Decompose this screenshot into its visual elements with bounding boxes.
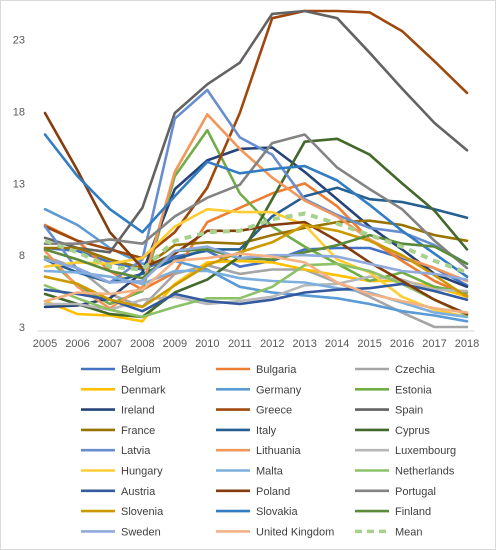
legend-item-belgium: Belgium [81, 364, 161, 376]
legend-item-slovakia: Slovakia [216, 506, 298, 518]
x-tick-label: 2013 [292, 338, 316, 350]
series-line-united-kingdom [43, 252, 469, 314]
series-line-poland [43, 111, 469, 316]
legend-item-united-kingdom: United Kingdom [216, 526, 334, 538]
legend-item-slovenia: Slovenia [81, 506, 164, 518]
legend-label: Czechia [395, 364, 436, 376]
series-line-slovenia [43, 223, 469, 309]
y-tick-label: 23 [13, 35, 25, 47]
series-line-netherlands [43, 262, 469, 319]
legend-label: Latvia [121, 445, 151, 457]
series-line-spain [43, 9, 469, 254]
legend-label: Malta [256, 466, 284, 478]
series-line-greece [43, 9, 469, 260]
legend-item-spain: Spain [355, 405, 423, 417]
legend-item-malta: Malta [216, 466, 284, 478]
x-tick-label: 2015 [357, 338, 381, 350]
y-tick-label: 18 [13, 107, 25, 119]
legend-item-ireland: Ireland [81, 405, 155, 417]
x-tick-label: 2010 [195, 338, 219, 350]
legend-label: Slovenia [121, 506, 164, 518]
legend-item-hungary: Hungary [81, 466, 163, 478]
legend-item-latvia: Latvia [81, 445, 151, 457]
series-line-estonia [43, 128, 469, 306]
legend-label: Germany [256, 384, 302, 396]
legend-item-bulgaria: Bulgaria [216, 364, 297, 376]
legend-item-france: France [81, 425, 155, 437]
legend-item-greece: Greece [216, 405, 292, 417]
y-tick-label: 3 [19, 322, 25, 334]
series-line-sweden [43, 245, 469, 284]
legend-label: Mean [395, 526, 423, 538]
series-line-hungary [43, 207, 469, 319]
legend-item-germany: Germany [216, 384, 302, 396]
x-tick-label: 2017 [422, 338, 446, 350]
x-tick-label: 2009 [163, 338, 187, 350]
legend-label: Poland [256, 486, 290, 498]
legend-item-estonia: Estonia [355, 384, 433, 396]
legend-label: Sweden [121, 526, 161, 538]
x-tick-label: 2008 [130, 338, 154, 350]
legend-label: Luxembourg [395, 445, 456, 457]
plot-area [43, 9, 469, 329]
legend-label: Cyprus [395, 425, 430, 437]
legend-label: Lithuania [256, 445, 302, 457]
legend-label: United Kingdom [256, 526, 334, 538]
x-tick-label: 2011 [228, 338, 252, 350]
series-line-france [43, 219, 469, 270]
legend-label: Finland [395, 506, 431, 518]
series-line-slovakia [43, 133, 469, 279]
x-tick-label: 2016 [390, 338, 414, 350]
legend-label: Estonia [395, 384, 433, 396]
legend-label: Denmark [121, 384, 166, 396]
legend-item-luxembourg: Luxembourg [355, 445, 456, 457]
legend-item-poland: Poland [216, 486, 290, 498]
legend-label: Netherlands [395, 466, 455, 478]
x-tick-label: 2018 [455, 338, 479, 350]
legend-item-cyprus: Cyprus [355, 425, 430, 437]
x-tick-label: 2006 [65, 338, 89, 350]
legend-label: Ireland [121, 405, 155, 417]
x-tick-label: 2012 [260, 338, 284, 350]
legend-label: Greece [256, 405, 292, 417]
legend-item-netherlands: Netherlands [355, 466, 455, 478]
legend-label: Austria [121, 486, 156, 498]
legend-label: France [121, 425, 155, 437]
legend-label: Bulgaria [256, 364, 297, 376]
y-axis: 3 8 13 18 23 [13, 35, 25, 334]
legend-item-finland: Finland [355, 506, 431, 518]
series-line-finland [43, 233, 469, 280]
legend-item-czechia: Czechia [355, 364, 436, 376]
legend: Belgium Bulgaria Czechia Denmark Germany Esto… [81, 364, 456, 538]
legend-label: Slovakia [256, 506, 298, 518]
legend-label: Portugal [395, 486, 436, 498]
legend-item-portugal: Portugal [355, 486, 436, 498]
legend-label: Hungary [121, 466, 163, 478]
x-tick-label: 2005 [33, 338, 57, 350]
series-line-bulgaria [43, 182, 469, 297]
series-line-portugal [43, 133, 469, 270]
legend-item-lithuania: Lithuania [216, 445, 302, 457]
legend-item-mean: Mean [355, 526, 423, 538]
legend-label: Spain [395, 405, 423, 417]
x-axis: 2005 2006 2007 2008 2009 2010 2011 2012 2013 2014… [33, 330, 479, 350]
legend-item-sweden: Sweden [81, 526, 161, 538]
x-tick-label: 2007 [98, 338, 122, 350]
legend-item-austria: Austria [81, 486, 156, 498]
legend-label: Belgium [121, 364, 161, 376]
legend-item-denmark: Denmark [81, 384, 166, 396]
x-tick-label: 2014 [325, 338, 349, 350]
legend-item-italy: Italy [216, 425, 277, 437]
y-tick-label: 8 [19, 250, 25, 262]
y-tick-label: 13 [13, 178, 25, 190]
legend-label: Italy [256, 425, 277, 437]
